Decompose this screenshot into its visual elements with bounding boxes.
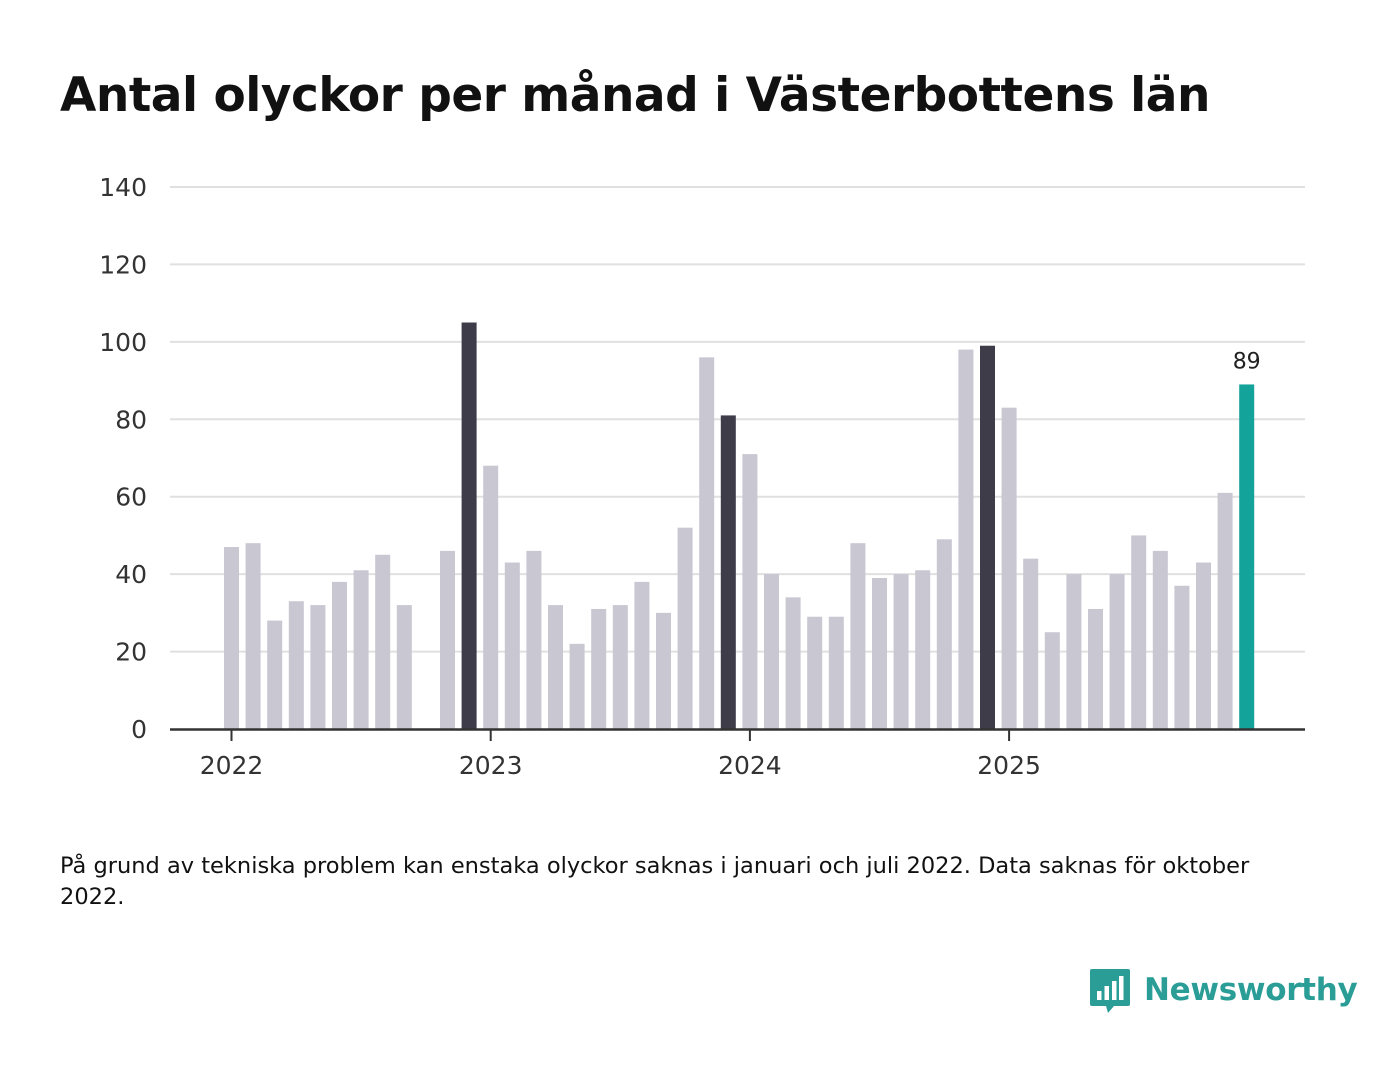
- bar-2022-08: [375, 554, 391, 729]
- y-tick-label: 0: [131, 715, 147, 744]
- bar-2024-01: [742, 454, 758, 729]
- latest-value-label: 89: [1233, 349, 1261, 374]
- bar-chart: 0 20 40 60 80 100 120 140 2022 2023 2024 2025 89: [99, 173, 1305, 780]
- bar-2023-05: [569, 643, 585, 729]
- bar-2024-02: [764, 574, 779, 729]
- bar-2023-06: [591, 608, 607, 729]
- bar-2025-10: [1196, 562, 1211, 729]
- x-tick-label: 2024: [718, 751, 782, 780]
- bar-2023-01: [483, 465, 499, 729]
- y-tick-label: 120: [99, 250, 147, 279]
- bar-2025-01: [1001, 407, 1017, 729]
- bar-2022-09: [396, 605, 412, 729]
- y-tick-label: 40: [115, 560, 147, 589]
- bar-2024-09: [915, 570, 931, 729]
- bar-2022-07: [353, 570, 369, 729]
- bar-2022-02: [245, 543, 261, 729]
- bar-2024-10: [936, 539, 952, 729]
- bar-2024-03: [785, 597, 801, 729]
- bar-2023-02: [504, 562, 520, 729]
- bar-2022-11: [440, 550, 455, 729]
- data-labels: 89: [1233, 349, 1261, 374]
- bar-2022-06: [332, 581, 347, 729]
- y-tick-label: 60: [115, 483, 147, 512]
- bar-2023-03: [526, 550, 542, 729]
- x-tick-label: 2022: [200, 751, 264, 780]
- brand-name: Newsworthy: [1144, 972, 1358, 1008]
- x-tick-label: 2023: [459, 751, 523, 780]
- bar-2024-11: [958, 349, 974, 729]
- bar-2025-11: [1217, 492, 1233, 729]
- newsworthy-logo: Newsworthy: [1088, 966, 1358, 1014]
- x-axis: 2022 2023 2024 2025: [170, 728, 1305, 780]
- y-axis-ticks: 0 20 40 60 80 100 120 140: [99, 173, 147, 744]
- y-tick-label: 100: [99, 328, 147, 357]
- bar-2023-07: [612, 605, 628, 729]
- bar-2023-08: [634, 581, 650, 729]
- bar-2025-05: [1088, 608, 1103, 729]
- bar-2022-05: [310, 605, 326, 729]
- bar-2023-10: [677, 527, 693, 729]
- bar-2023-12: [720, 415, 736, 729]
- bar-2024-04: [807, 616, 823, 729]
- bar-2023-04: [548, 605, 563, 729]
- bar-2022-01: [224, 547, 239, 729]
- bar-2022-03: [267, 620, 283, 729]
- bar-2024-08: [893, 574, 909, 729]
- bar-2025-02: [1023, 558, 1039, 729]
- bar-2025-08: [1152, 550, 1168, 729]
- bar-2024-12: [980, 345, 995, 729]
- y-tick-label: 80: [115, 405, 147, 434]
- bar-2025-09: [1174, 585, 1190, 729]
- bars: [224, 322, 1255, 729]
- y-tick-label: 140: [99, 173, 147, 202]
- bar-2025-12: [1239, 384, 1255, 729]
- footnote: På grund av tekniska problem kan enstaka…: [60, 853, 1250, 910]
- bar-2025-06: [1109, 574, 1125, 729]
- y-tick-label: 20: [115, 638, 147, 667]
- bar-2025-07: [1131, 535, 1147, 729]
- bar-2024-07: [872, 578, 887, 729]
- x-tick-label: 2025: [977, 751, 1041, 780]
- bar-2024-05: [828, 616, 844, 729]
- bar-2022-04: [288, 601, 304, 729]
- bar-2025-04: [1066, 574, 1082, 729]
- chart-bubble-icon: [1090, 969, 1130, 1013]
- bar-2024-06: [850, 543, 866, 729]
- chart-title: Antal olyckor per månad i Västerbottens …: [60, 68, 1210, 123]
- bar-2025-03: [1044, 632, 1060, 729]
- bar-2023-09: [656, 612, 671, 729]
- bar-2022-12: [461, 322, 477, 729]
- bar-2023-11: [699, 357, 715, 729]
